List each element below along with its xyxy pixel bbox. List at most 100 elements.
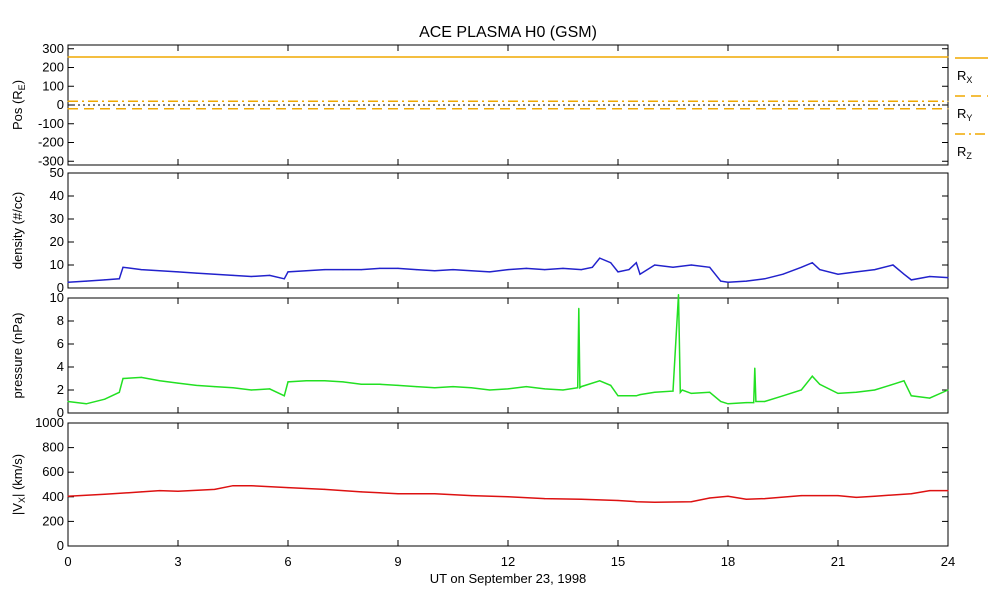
panel-3-series-0-point: [709, 497, 711, 499]
panel-1-series-0-point: [874, 269, 876, 271]
panel-1-series-0-point: [397, 267, 399, 269]
panel-0-ytick-label: -200: [38, 135, 64, 150]
panel-2-series-0-point: [177, 382, 179, 384]
panel-2-series-0-point: [929, 397, 931, 399]
panel-0-ytick-label: 100: [42, 78, 64, 93]
xtick-label: 0: [64, 554, 71, 569]
panel-1-series-0-point: [67, 281, 69, 283]
panel-2-series-0-point: [489, 389, 491, 391]
panel-2-series-0-point: [287, 381, 289, 383]
panel-1-series-0-point: [929, 275, 931, 278]
panel-2-series-0-point: [745, 402, 747, 404]
x-axis-label: UT on September 23, 1998: [430, 571, 587, 586]
panel-1-series-0-line: [67, 257, 949, 284]
legend-label-1: RY: [957, 106, 972, 123]
panel-2-series-0-point: [903, 380, 905, 382]
panel-1-series-0-point: [837, 273, 839, 275]
panel-3-ytick-label: 200: [42, 513, 64, 528]
panel-1-series-0-point: [639, 273, 641, 275]
panel-2-series-0-point: [324, 380, 326, 382]
panel-1-series-0-point: [745, 280, 747, 282]
legend-label-0: RX: [957, 68, 972, 85]
panel-2-series-0-point: [452, 386, 454, 388]
panel-2-ytick-label: 4: [57, 359, 64, 374]
panel-3-series-0-point: [947, 490, 949, 492]
panel-2-series-0-point: [283, 395, 285, 397]
panel-1-series-0-point: [892, 264, 894, 266]
panel-1-series-0-point: [525, 267, 527, 269]
panel-2-series-0-point: [811, 375, 813, 377]
panel-1-series-0-point: [544, 269, 546, 271]
xtick-label: 24: [941, 554, 955, 569]
panel-1-series-0-point: [720, 280, 722, 282]
panel-3-series-0-point: [360, 491, 362, 493]
panel-1-series-0-point: [635, 262, 637, 264]
panel-2-series-0-line: [67, 294, 949, 405]
panel-1-series-0-point: [910, 279, 912, 281]
panel-1-ytick-label: 0: [57, 280, 64, 295]
panel-2-series-0-point: [690, 392, 692, 394]
panel-3-series-0-point: [617, 499, 619, 502]
panel-1-series-0-point: [672, 266, 674, 268]
panel-1-series-0-point: [434, 270, 436, 272]
panel-3-series-0-point: [855, 496, 857, 498]
panel-3-series-0-point: [507, 496, 509, 498]
panel-3-series-0-point: [140, 491, 142, 493]
panel-3-series-0-point: [745, 498, 747, 500]
panel-2-series-0-point: [635, 395, 637, 397]
panel-1-series-0-point: [599, 257, 601, 259]
panel-0-series-0-point: [67, 56, 69, 58]
panel-1-series-0-point: [903, 273, 905, 275]
panel-2-series-0-point: [910, 395, 912, 397]
panel-1-series-0-point: [118, 278, 120, 280]
panel-1-series-0-point: [727, 281, 729, 283]
panel-3-series-0-point: [177, 490, 179, 492]
panel-2-ylabel: pressure (nPa): [10, 313, 25, 399]
legend-label-2: RZ: [957, 144, 972, 161]
panel-1-series-0-point: [305, 270, 307, 272]
panel-3-ytick-label: 800: [42, 440, 64, 455]
panel-2-series-0-point: [855, 391, 857, 393]
panel-2-series-0-point: [232, 387, 234, 389]
panel-3-frame: [67, 422, 949, 547]
panel-3-series-0-point: [929, 490, 931, 492]
panel-2-series-0-point: [470, 387, 472, 389]
panel-2-series-0-point: [754, 367, 756, 369]
panel-1-series-0-point: [628, 269, 630, 271]
panel-0-series-1-point: [947, 108, 949, 110]
panel-3-series-0-point: [159, 490, 161, 492]
panel-2-series-0-point: [753, 402, 755, 404]
xtick-label: 21: [831, 554, 845, 569]
panel-0-ytick-label: 0: [57, 97, 64, 112]
panel-3-series-0-point: [764, 498, 766, 500]
panel-1-series-0-point: [709, 266, 711, 268]
panel-2-series-0-point: [577, 387, 579, 389]
panel-3-series-0-point: [250, 485, 252, 487]
panel-2-series-0-point: [764, 400, 766, 403]
panel-1-series-0-point: [287, 271, 289, 273]
panel-2-series-0-point: [654, 391, 656, 393]
panel-3-series-0-point: [324, 488, 326, 490]
panel-2-series-0-point: [639, 394, 641, 396]
panel-1-series-0-point: [360, 269, 362, 271]
panel-1-series-0-point: [811, 262, 813, 264]
panel-0-ytick-label: 200: [42, 60, 64, 75]
panel-1-series-0-point: [819, 269, 821, 271]
panel-1-series-0-point: [177, 271, 179, 273]
panel-3-ytick-label: 1000: [35, 415, 64, 430]
panel-2-series-0-point: [67, 400, 69, 403]
chart-title: ACE PLASMA H0 (GSM): [419, 24, 597, 41]
panel-2-series-0-point: [892, 383, 894, 385]
panel-2-series-0-point: [305, 380, 307, 382]
xtick-label: 18: [721, 554, 735, 569]
panel-3-series-0-line: [67, 484, 948, 504]
panel-1-series-0-point: [591, 266, 593, 268]
panel-1-series-0-point: [283, 278, 285, 280]
panel-3-series-0-point: [874, 495, 876, 497]
panel-2-series-0-point: [610, 384, 612, 386]
panel-3-ytick-label: 0: [57, 538, 64, 553]
panel-2-series-0-point: [837, 392, 839, 394]
panel-1-series-0-point: [654, 264, 656, 266]
panel-2-series-0-point: [269, 388, 271, 390]
